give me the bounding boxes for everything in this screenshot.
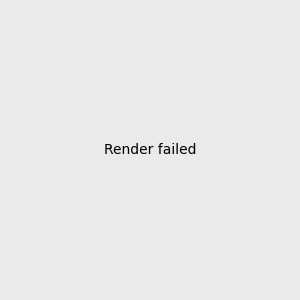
Text: Render failed: Render failed [104,143,196,157]
